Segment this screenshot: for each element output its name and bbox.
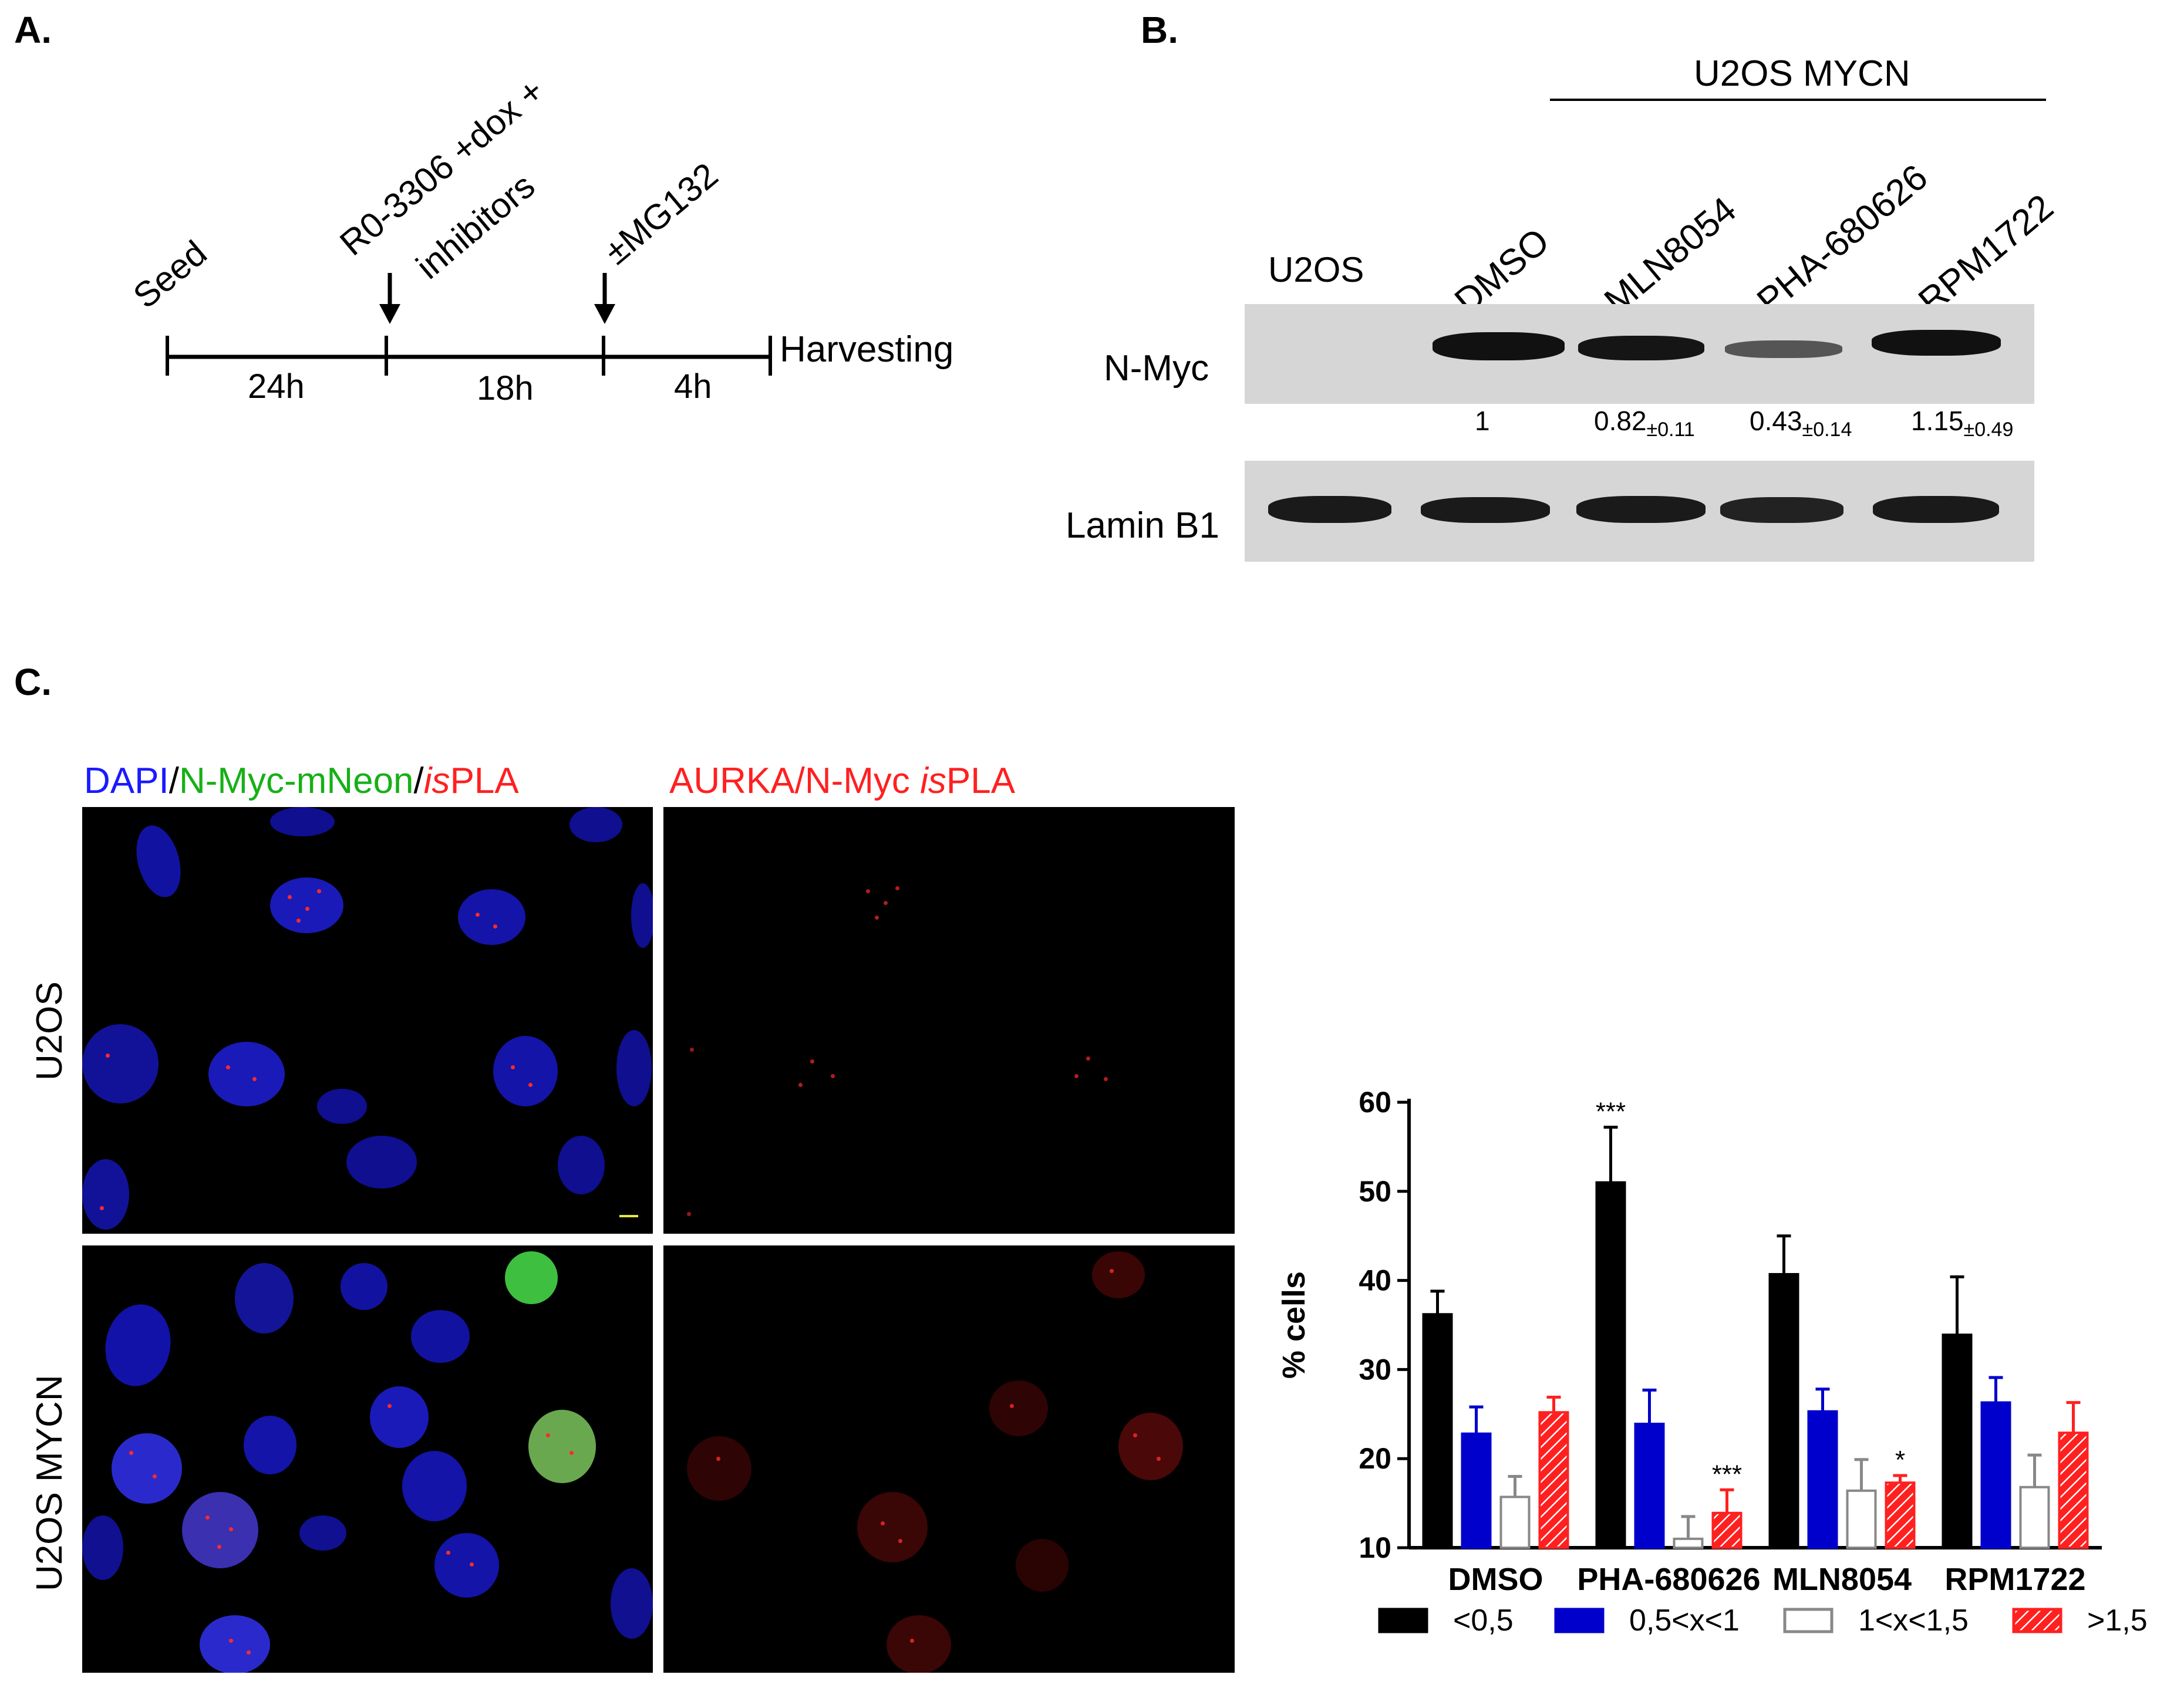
bar bbox=[1673, 1537, 1704, 1549]
legend-swatch bbox=[1554, 1608, 1605, 1633]
dapi-label: DAPI bbox=[84, 761, 169, 801]
legend-swatch bbox=[1783, 1608, 1834, 1633]
bar bbox=[2058, 1432, 2089, 1549]
panel-c-letter: C. bbox=[14, 661, 52, 703]
panel-b-letter: B. bbox=[1141, 9, 1178, 51]
bar bbox=[1634, 1422, 1665, 1549]
bar bbox=[1846, 1489, 1877, 1549]
row-label-u2os-mycn: U2OS MYCN bbox=[29, 1375, 70, 1591]
significance-label: *** bbox=[1596, 1098, 1626, 1126]
category-label: MLN8054 bbox=[1772, 1562, 1912, 1597]
lane-label-mln8054: MLN8054 bbox=[1597, 189, 1744, 322]
blot-label-laminb1: Lamin B1 bbox=[1066, 505, 1219, 546]
bar bbox=[2019, 1486, 2050, 1549]
legend-label: <0,5 bbox=[1453, 1603, 1514, 1638]
lane-label-pha680626: PHA-680626 bbox=[1750, 157, 1936, 322]
bar bbox=[1595, 1181, 1626, 1549]
bar-chart: 10 20 30 40 50 60 % cells DMSO *** *** PHA-680626 *… bbox=[1276, 1086, 2148, 1638]
bar bbox=[1807, 1410, 1838, 1549]
bar bbox=[1499, 1495, 1531, 1549]
y-tick-label: 10 bbox=[1359, 1531, 1391, 1564]
band-nmyc-rpm1722 bbox=[1872, 330, 2001, 356]
band-lamin-rpm1722 bbox=[1873, 496, 1999, 523]
legend-label: 0,5<x<1 bbox=[1629, 1603, 1740, 1638]
category-label: PHA-680626 bbox=[1577, 1562, 1760, 1597]
bar bbox=[1538, 1411, 1569, 1549]
micrograph-u2os-mycn-merge bbox=[82, 1245, 653, 1673]
band-nmyc-dmso bbox=[1433, 332, 1565, 360]
harvesting-label: Harvesting bbox=[780, 329, 954, 370]
micrograph-u2os-merge bbox=[82, 807, 653, 1234]
band-nmyc-mln8054 bbox=[1578, 336, 1704, 360]
bar bbox=[1461, 1432, 1492, 1549]
category-label: RPM1722 bbox=[1944, 1562, 2085, 1597]
bar bbox=[1422, 1313, 1453, 1549]
header-pla-channel: AURKA/N-Myc isPLA bbox=[669, 761, 1016, 801]
western-blot-laminb1 bbox=[1245, 461, 2034, 562]
y-tick-label: 60 bbox=[1359, 1086, 1391, 1119]
band-lamin-mln8054 bbox=[1576, 496, 1706, 523]
micrograph-u2os-mycn-pla bbox=[663, 1245, 1235, 1673]
duration-24h: 24h bbox=[248, 367, 305, 406]
legend-swatch bbox=[1378, 1608, 1428, 1633]
band-lamin-dmso bbox=[1421, 497, 1550, 523]
bar bbox=[1885, 1481, 1916, 1549]
legend-swatch bbox=[2012, 1608, 2062, 1633]
quant-mln8054: 0.82±0.11 bbox=[1594, 406, 1695, 441]
y-tick-label: 40 bbox=[1359, 1264, 1391, 1297]
duration-18h: 18h bbox=[477, 369, 534, 407]
panel-a-letter: A. bbox=[14, 9, 52, 51]
y-axis-label: % cells bbox=[1276, 1271, 1312, 1379]
duration-4h: 4h bbox=[674, 367, 712, 406]
mneon-label: N-Myc-mNeon bbox=[178, 761, 414, 801]
group-underline bbox=[1550, 99, 2046, 101]
bar bbox=[1711, 1511, 1743, 1549]
western-blot-nmyc bbox=[1245, 304, 2034, 404]
group-label: U2OS MYCN bbox=[1694, 53, 1910, 94]
micrograph-u2os-pla bbox=[663, 807, 1235, 1234]
bar bbox=[1980, 1401, 2011, 1549]
band-lamin-u2os bbox=[1268, 496, 1391, 523]
header-merge-channels: DAPI/N-Myc-mNeon/isPLA bbox=[84, 761, 519, 801]
category-label: DMSO bbox=[1448, 1562, 1543, 1597]
significance-label: *** bbox=[1712, 1460, 1742, 1488]
lane-label-u2os: U2OS bbox=[1268, 250, 1364, 289]
bar bbox=[1768, 1272, 1799, 1549]
y-tick-label: 20 bbox=[1359, 1442, 1391, 1475]
significance-label: * bbox=[1895, 1446, 1905, 1474]
bar bbox=[1942, 1333, 1973, 1549]
band-nmyc-pha680626 bbox=[1725, 340, 1842, 358]
y-tick-label: 50 bbox=[1359, 1175, 1391, 1208]
quant-dmso: 1 bbox=[1475, 406, 1490, 436]
ispla-label: is bbox=[423, 761, 450, 801]
blot-label-nmyc: N-Myc bbox=[1104, 348, 1209, 389]
arrow-down-icon bbox=[379, 273, 400, 324]
timeline-diagram bbox=[166, 273, 772, 376]
row-label-u2os: U2OS bbox=[29, 981, 70, 1081]
lane-label-rpm1722: RPM1722 bbox=[1911, 187, 2061, 322]
scale-bar bbox=[619, 1215, 638, 1217]
band-lamin-pha680626 bbox=[1720, 497, 1843, 523]
arrow-down-icon bbox=[594, 273, 615, 324]
legend-label: 1<x<1,5 bbox=[1858, 1603, 1969, 1638]
quant-pha680626: 0.43±0.14 bbox=[1750, 406, 1852, 441]
quant-rpm1722: 1.15±0.49 bbox=[1911, 406, 2014, 441]
legend-label: >1,5 bbox=[2087, 1603, 2148, 1638]
y-tick-label: 30 bbox=[1359, 1353, 1391, 1386]
